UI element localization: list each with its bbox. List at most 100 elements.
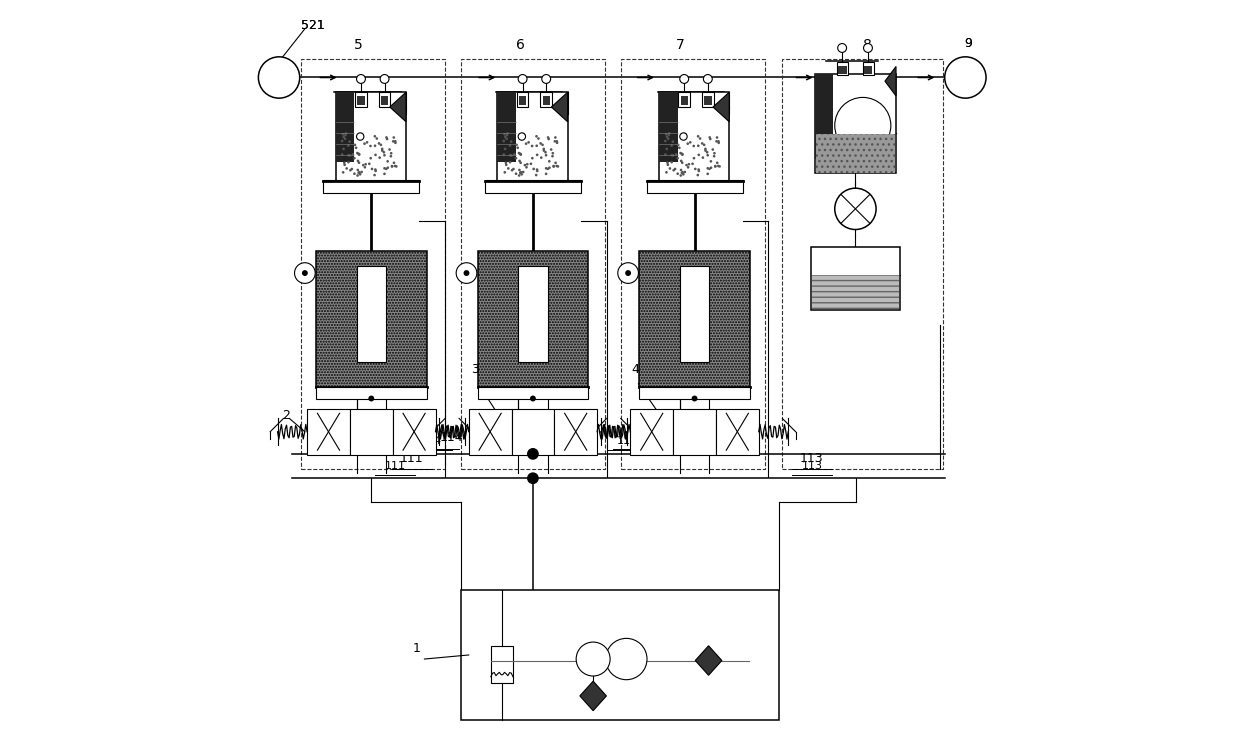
Text: 112: 112 (506, 436, 527, 446)
Circle shape (383, 151, 386, 154)
Circle shape (665, 171, 668, 173)
Circle shape (528, 449, 538, 459)
Circle shape (348, 140, 351, 143)
Circle shape (708, 168, 711, 170)
Bar (316, 251, 427, 387)
Circle shape (677, 144, 680, 146)
Circle shape (718, 165, 720, 168)
Text: 521: 521 (301, 18, 325, 32)
Bar (461, 59, 605, 469)
Bar (316, 387, 427, 399)
Text: 113: 113 (800, 452, 823, 465)
Circle shape (531, 157, 533, 159)
Circle shape (358, 173, 361, 176)
Circle shape (506, 134, 508, 137)
Bar (815, 74, 833, 159)
Circle shape (520, 162, 522, 164)
Bar (477, 387, 588, 399)
Circle shape (684, 134, 687, 137)
Circle shape (394, 165, 397, 168)
Circle shape (697, 135, 699, 137)
Circle shape (556, 165, 558, 168)
Circle shape (681, 171, 684, 173)
Circle shape (358, 171, 361, 173)
Circle shape (532, 168, 534, 170)
Circle shape (699, 137, 702, 140)
Circle shape (381, 148, 383, 151)
Circle shape (391, 165, 393, 168)
Circle shape (374, 170, 377, 172)
Circle shape (681, 162, 683, 164)
Circle shape (393, 162, 396, 164)
Circle shape (547, 136, 549, 139)
Circle shape (680, 159, 682, 162)
Circle shape (347, 161, 350, 164)
Circle shape (347, 144, 350, 147)
Circle shape (365, 163, 367, 165)
Circle shape (692, 396, 697, 401)
Circle shape (554, 162, 557, 164)
Circle shape (357, 133, 363, 140)
Circle shape (704, 148, 707, 151)
Circle shape (717, 165, 719, 168)
Circle shape (508, 144, 511, 147)
Circle shape (706, 151, 708, 154)
Circle shape (715, 137, 718, 139)
Circle shape (510, 140, 512, 143)
Bar (497, 92, 516, 162)
Bar (357, 266, 386, 362)
Circle shape (544, 167, 548, 170)
Bar (621, 59, 765, 469)
Circle shape (712, 148, 714, 151)
Text: 6: 6 (516, 38, 525, 52)
Circle shape (374, 168, 377, 171)
Circle shape (368, 396, 374, 401)
Text: 4: 4 (631, 363, 639, 376)
Circle shape (396, 165, 398, 168)
Polygon shape (552, 92, 568, 122)
Circle shape (387, 160, 389, 162)
Circle shape (693, 157, 696, 159)
Bar (838, 66, 847, 74)
Circle shape (665, 133, 667, 136)
Circle shape (681, 171, 683, 174)
Circle shape (553, 140, 557, 142)
Circle shape (605, 638, 647, 680)
Circle shape (666, 148, 668, 151)
Circle shape (503, 133, 506, 136)
Circle shape (526, 166, 528, 168)
Circle shape (387, 166, 389, 169)
Circle shape (676, 157, 680, 159)
Circle shape (686, 164, 688, 167)
Circle shape (505, 162, 507, 164)
Circle shape (508, 161, 511, 164)
Circle shape (945, 57, 986, 98)
Bar (355, 92, 367, 107)
Circle shape (526, 163, 528, 165)
Polygon shape (580, 681, 606, 711)
Bar (680, 266, 709, 362)
Bar (681, 96, 688, 105)
Circle shape (503, 148, 506, 151)
Text: $\rm L\!-\!H_2$: $\rm L\!-\!H_2$ (268, 72, 290, 83)
Circle shape (341, 133, 345, 136)
Circle shape (373, 145, 377, 147)
Circle shape (520, 153, 522, 156)
Circle shape (507, 167, 510, 170)
Circle shape (537, 137, 539, 140)
Circle shape (668, 132, 671, 135)
Circle shape (518, 171, 522, 174)
Circle shape (682, 173, 684, 176)
Circle shape (687, 166, 689, 168)
Circle shape (692, 145, 696, 148)
Circle shape (301, 270, 308, 276)
Circle shape (671, 144, 673, 147)
Text: 111: 111 (384, 461, 405, 471)
Bar (308, 409, 350, 455)
Bar (673, 409, 715, 455)
Circle shape (342, 136, 345, 138)
Circle shape (681, 153, 683, 155)
Text: 114: 114 (439, 431, 463, 444)
Circle shape (517, 152, 521, 154)
Circle shape (529, 162, 532, 165)
